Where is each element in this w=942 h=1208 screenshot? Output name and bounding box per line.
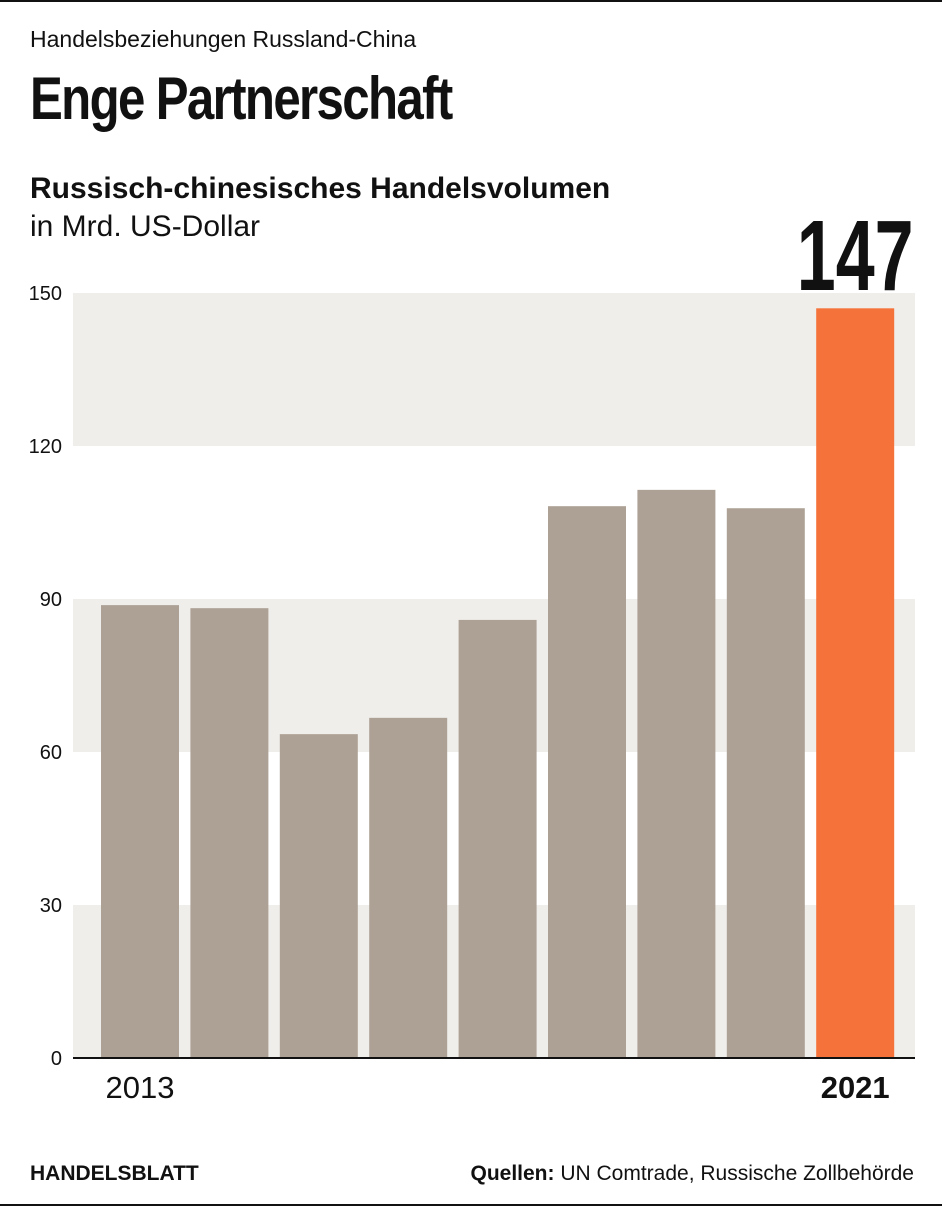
chart-unit: in Mrd. US-Dollar	[30, 210, 261, 243]
top-rule	[0, 0, 942, 2]
bar-2015	[279, 734, 358, 1058]
bar-2014	[190, 608, 269, 1058]
grid-band	[73, 293, 915, 446]
y-tick-label: 0	[51, 1048, 62, 1070]
bar-2018	[548, 506, 626, 1058]
x-tick-label: 2013	[106, 1070, 175, 1105]
x-tick-label: 2021	[821, 1070, 890, 1105]
bar-2017	[458, 619, 537, 1058]
bar-2019	[637, 489, 716, 1058]
y-tick-label: 90	[40, 589, 62, 611]
y-tick-label: 120	[29, 436, 62, 458]
data-label-2021: 147	[797, 201, 914, 312]
bar-2021	[816, 308, 895, 1058]
kicker: Handelsbeziehungen Russland-China	[30, 26, 417, 52]
sources-label: Quellen:	[470, 1162, 555, 1185]
bar-chart: 0 30 60 90 120 150 2013 2021 147	[29, 201, 915, 1105]
brand-logo: HANDELSBLATT	[30, 1162, 199, 1185]
headline: Enge Partnerschaft	[30, 65, 453, 132]
bar-2020	[726, 508, 805, 1059]
sources: Quellen: UN Comtrade, Russische Zollbehö…	[470, 1162, 914, 1186]
y-tick-label: 150	[29, 283, 62, 305]
bottom-rule	[0, 1204, 942, 1206]
sources-text: UN Comtrade, Russische Zollbehörde	[560, 1162, 914, 1185]
y-tick-label: 30	[40, 895, 62, 917]
bar-2013	[101, 605, 179, 1058]
bar-2016	[369, 717, 448, 1058]
y-tick-label: 60	[40, 742, 62, 764]
chart-title: Russisch-chinesisches Handelsvolumen	[30, 172, 611, 205]
